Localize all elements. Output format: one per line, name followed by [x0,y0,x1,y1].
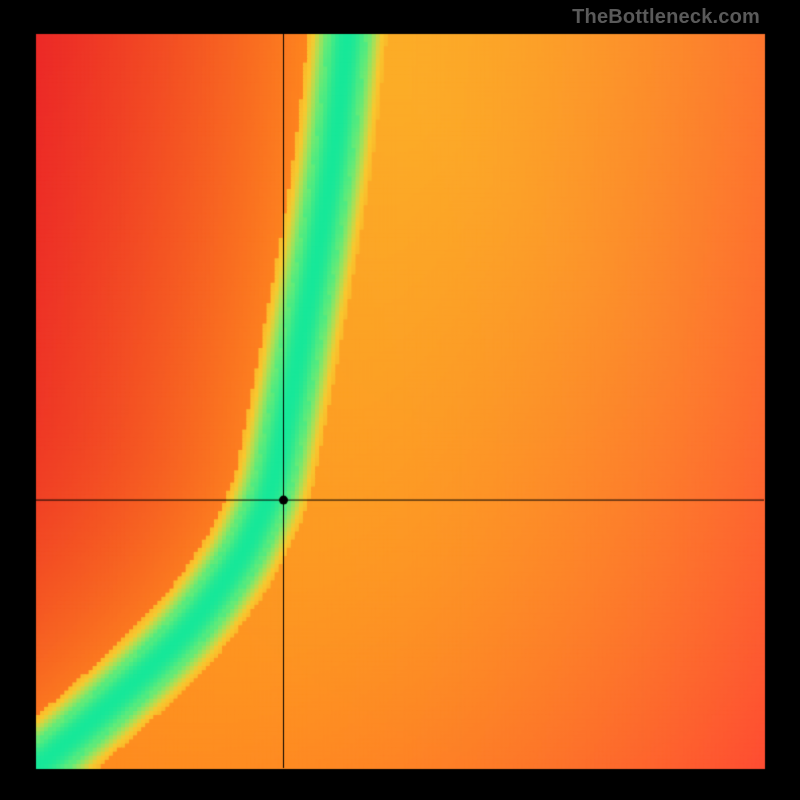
chart-container: TheBottleneck.com [0,0,800,800]
watermark-text: TheBottleneck.com [572,6,760,29]
heatmap-canvas [0,0,800,800]
